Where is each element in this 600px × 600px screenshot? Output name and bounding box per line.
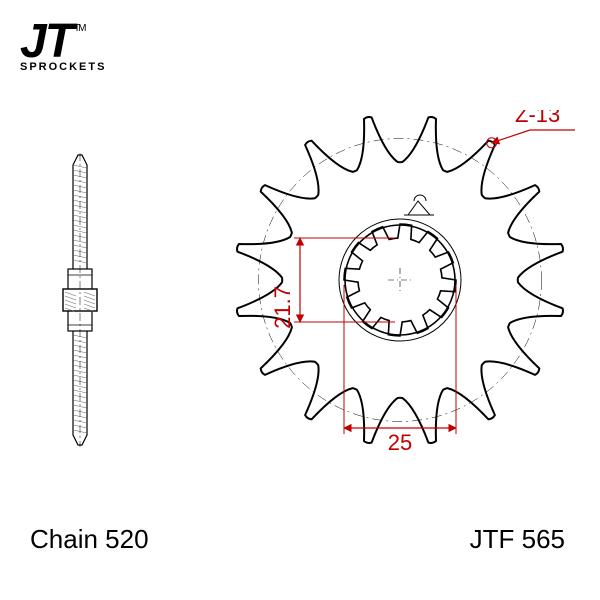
brand-logo: JT TM SPROCKETS bbox=[20, 20, 106, 73]
part-number-label: JTF 565 bbox=[470, 524, 565, 555]
outer-diameter-label: 25 bbox=[388, 430, 412, 455]
logo-subtitle: SPROCKETS bbox=[20, 61, 106, 73]
sprocket-front-view: Z-13 21.7 25 bbox=[230, 110, 590, 495]
sprocket-side-view bbox=[45, 150, 115, 455]
logo-tm: TM bbox=[74, 24, 84, 33]
logo-main-text: JT bbox=[20, 20, 72, 63]
inner-diameter-label: 21.7 bbox=[270, 286, 295, 329]
chain-label: Chain 520 bbox=[30, 524, 149, 555]
z-dimension-label: Z-13 bbox=[515, 110, 560, 127]
